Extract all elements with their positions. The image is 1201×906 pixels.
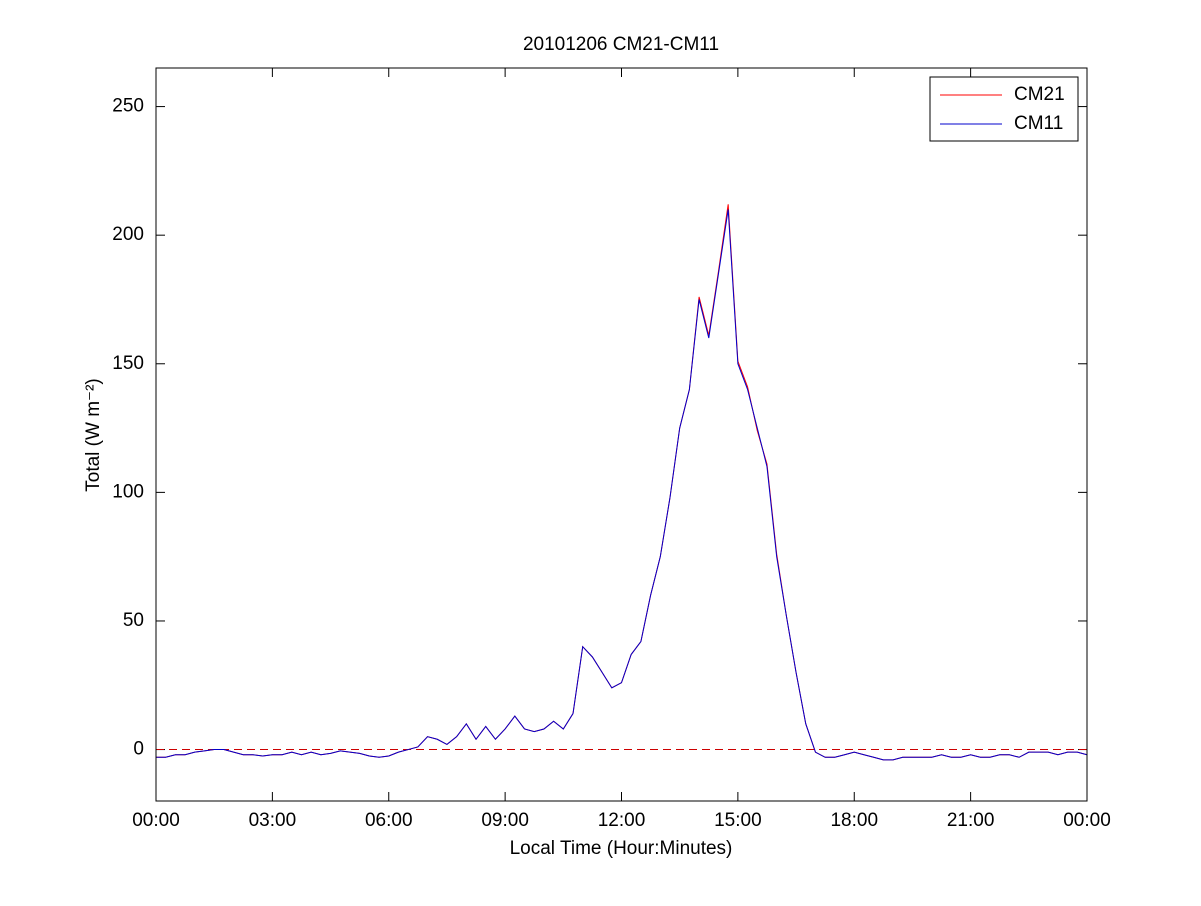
y-tick-label: 100: [112, 481, 144, 502]
y-tick-label: 150: [112, 353, 144, 374]
x-tick-label: 09:00: [481, 810, 529, 831]
x-tick-label: 12:00: [598, 810, 646, 831]
y-tick-label: 250: [112, 96, 144, 117]
x-tick-label: 03:00: [249, 810, 297, 831]
legend-label: CM11: [1014, 113, 1063, 134]
axes-box: [155, 67, 1088, 802]
x-tick-label: 00:00: [132, 810, 180, 831]
x-tick-label: 00:00: [1063, 810, 1111, 831]
x-axis-label: Local Time (Hour:Minutes): [510, 838, 733, 859]
y-tick-label: 50: [123, 610, 144, 631]
x-tick-label: 15:00: [714, 810, 762, 831]
y-tick-label: 0: [133, 739, 144, 760]
x-tick-label: 18:00: [830, 810, 878, 831]
series-line: [156, 209, 1088, 761]
plot-area: [156, 68, 1087, 801]
legend-box: [929, 76, 1079, 142]
chart-title: 20101206 CM21-CM11: [523, 34, 719, 55]
x-tick-label: 06:00: [365, 810, 413, 831]
legend-label: CM21: [1014, 84, 1065, 105]
x-tick-label: 21:00: [947, 810, 995, 831]
y-axis-label: Total (W m⁻²): [83, 378, 104, 491]
y-tick-label: 200: [112, 224, 144, 245]
